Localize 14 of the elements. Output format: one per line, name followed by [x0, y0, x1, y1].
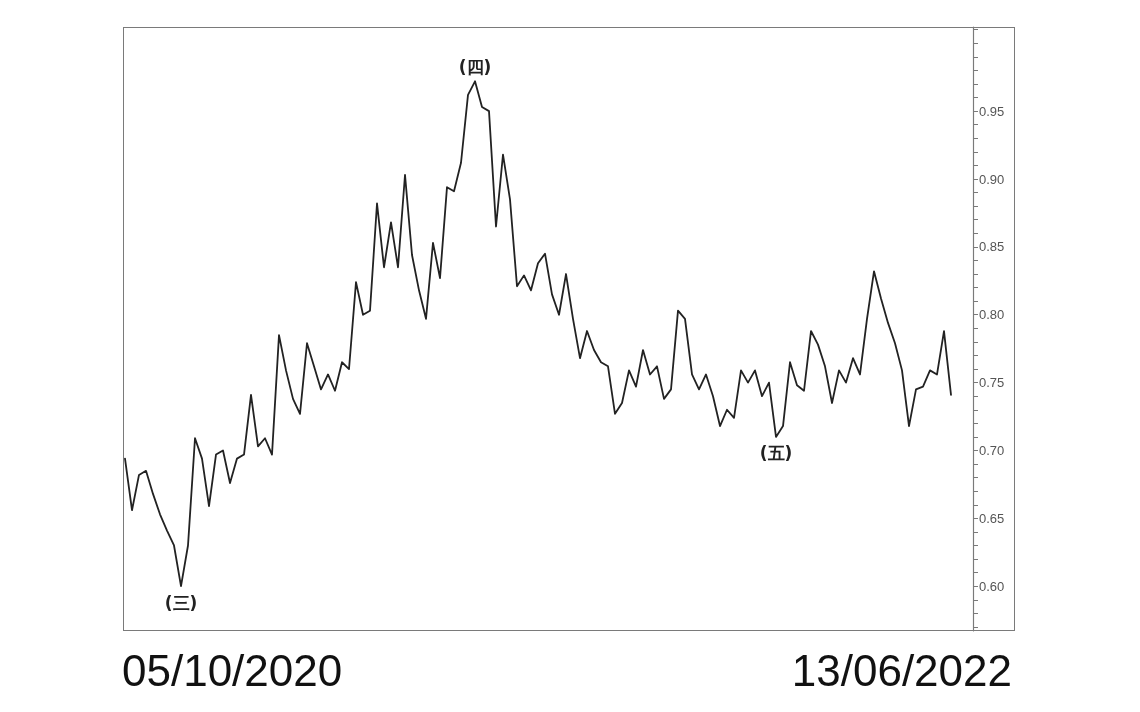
- annotation: (三): [164, 592, 198, 613]
- text: 05/10/2020: [122, 645, 343, 695]
- annotation: (四): [458, 56, 492, 77]
- y-tick-label: 0.75: [979, 375, 1005, 391]
- y-tick-label: 0.85: [979, 239, 1005, 255]
- y-tick-label: 0.95: [979, 103, 1005, 119]
- y-tick-label: 0.70: [979, 442, 1005, 458]
- y-tick-label: 0.65: [979, 510, 1005, 526]
- text: 13/06/2022: [791, 645, 1012, 695]
- y-tick-label: 0.60: [979, 578, 1005, 594]
- annotation: (五): [759, 443, 793, 464]
- y-tick-label: 0.80: [979, 307, 1005, 323]
- line-series: [124, 80, 952, 588]
- y-tick-label: 0.90: [979, 171, 1005, 187]
